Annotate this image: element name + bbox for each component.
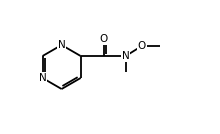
Text: O: O bbox=[100, 34, 108, 44]
Text: N: N bbox=[122, 51, 130, 61]
Text: O: O bbox=[138, 41, 146, 51]
Text: N: N bbox=[58, 40, 66, 50]
Text: N: N bbox=[39, 73, 46, 83]
